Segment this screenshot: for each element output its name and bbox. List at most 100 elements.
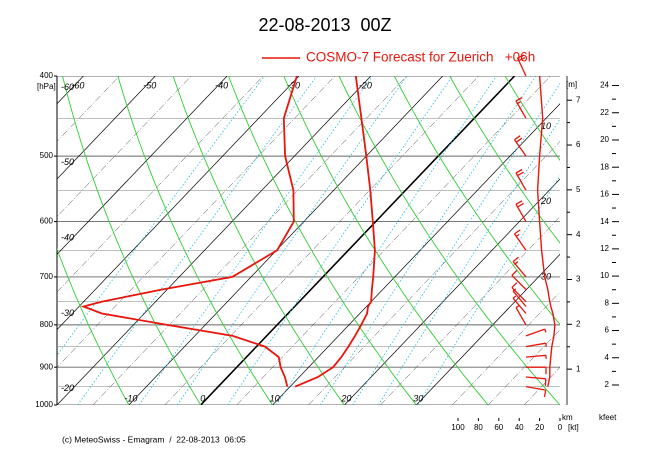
wind-barb <box>525 385 547 398</box>
isotherm-label: -50 <box>61 157 74 167</box>
isotherm <box>57 76 156 180</box>
mixing-ratio-line <box>352 82 560 405</box>
height-tick-label: 5 <box>576 185 581 194</box>
kfeet-tick-label: 2 <box>605 380 610 389</box>
kfeet-tick-label: 24 <box>600 81 609 90</box>
isotherm-label: -30 <box>61 308 74 318</box>
wind-barb <box>525 328 547 337</box>
y-tick-label: 700 <box>40 272 54 281</box>
mixing-ratio-line <box>138 76 373 405</box>
kfeet-tick-label: 14 <box>600 217 609 226</box>
isotherm-label: 30 <box>413 393 423 403</box>
kfeet-tick-label: 10 <box>600 271 609 280</box>
minor-isotherm <box>308 141 560 405</box>
height-tick-label: 6 <box>576 140 581 149</box>
wind-barb <box>525 342 547 348</box>
plot-grid <box>0 76 650 405</box>
wind-barb <box>513 135 527 157</box>
wind-barb <box>511 282 527 303</box>
height-tick-label: 7 <box>576 95 581 104</box>
dry-adiabat <box>393 76 560 326</box>
footer: (c) MeteoSwiss - Emagram / 22-08-2013 06… <box>62 434 246 444</box>
wind-speed-line <box>536 75 556 387</box>
isotherm <box>128 76 443 405</box>
isotherm-label: 20 <box>340 393 351 403</box>
isotherm-label: -60 <box>71 80 84 90</box>
dry-adiabat <box>57 247 130 405</box>
minor-isotherm <box>57 76 192 218</box>
wind-tick-label: 20 <box>535 423 544 432</box>
wind-tick-label: 0 <box>558 423 563 432</box>
dry-adiabat <box>57 403 58 405</box>
isotherm-label: -10 <box>124 393 137 403</box>
height-unit-label: km <box>562 413 573 422</box>
dry-adiabat <box>117 76 273 405</box>
wind-barb <box>515 305 527 326</box>
wind-barb <box>525 376 547 386</box>
wind-barb <box>515 168 527 191</box>
isotherm-label: 0 <box>200 393 205 403</box>
isotherm <box>272 103 560 405</box>
y-tick-label: 500 <box>40 151 54 160</box>
kfeet-tick-label: 8 <box>605 298 610 307</box>
kfeet-tick-label: 20 <box>600 135 609 144</box>
wind-tick-label: 100 <box>451 423 465 432</box>
minor-isotherm <box>57 76 336 368</box>
minor-isotherm <box>236 76 551 405</box>
wind-tick-label: 80 <box>474 423 483 432</box>
dewpoint-line <box>80 75 298 387</box>
isotherm <box>57 76 228 255</box>
y-tick-label: 400 <box>40 71 54 80</box>
height-axis-label: [m] <box>566 80 577 89</box>
y-axis-label: [hPa] <box>37 82 56 91</box>
isotherm <box>57 76 300 331</box>
dry-adiabat <box>62 76 202 405</box>
minor-isotherm <box>0 76 48 405</box>
y-tick-label: 600 <box>40 217 54 226</box>
isotherm-label: -40 <box>61 232 74 242</box>
mixing-ratio-line <box>227 76 453 405</box>
kfeet-tick-label: 4 <box>605 353 610 362</box>
isotherm-label: 30 <box>541 271 551 281</box>
height-tick-label: 2 <box>576 319 581 328</box>
wind-barb <box>515 200 527 222</box>
isotherm-label: -50 <box>143 80 156 90</box>
kfeet-tick-label: 12 <box>600 244 609 253</box>
wind-barb <box>525 354 547 359</box>
wind-barb <box>526 366 547 375</box>
isotherm <box>416 253 560 405</box>
minor-isotherm <box>57 76 120 142</box>
dry-adiabat <box>504 76 560 161</box>
wind-barb <box>513 229 527 251</box>
mixing-ratio-line <box>77 76 318 405</box>
y-tick-label: 800 <box>40 320 54 329</box>
chart-title: 22-08-2013 00Z <box>258 15 391 35</box>
wind-barb <box>512 295 527 314</box>
dry-adiabat <box>227 76 417 405</box>
isotherm-label: -60 <box>61 82 74 92</box>
mixing-ratio-line <box>176 76 408 405</box>
kfeet-tick-label: 22 <box>600 108 609 117</box>
isotherm-label: -20 <box>61 383 74 393</box>
dry-adiabat <box>172 76 345 405</box>
legend-label: COSMO-7 Forecast for Zuerich +06h <box>306 50 535 65</box>
wind-tick-label: 40 <box>515 423 524 432</box>
y-tick-label: 900 <box>40 362 54 371</box>
height-tick-label: 4 <box>576 230 581 239</box>
minor-isotherm <box>452 291 560 405</box>
minor-isotherm <box>632 76 650 405</box>
isotherm-label: 20 <box>540 196 551 206</box>
isotherm <box>344 178 560 405</box>
isotherm <box>57 76 372 405</box>
isotherm <box>200 76 516 405</box>
wind-axis-label: [kt] <box>568 423 579 432</box>
minor-isotherm <box>92 76 407 405</box>
temperature-line <box>294 75 376 388</box>
isotherm-label: 10 <box>541 121 551 131</box>
dry-adiabat <box>283 76 489 405</box>
wind-barb <box>515 96 527 119</box>
wind-barb <box>511 270 527 290</box>
kfeet-tick-label: 6 <box>605 326 610 335</box>
wind-barb <box>512 256 527 278</box>
